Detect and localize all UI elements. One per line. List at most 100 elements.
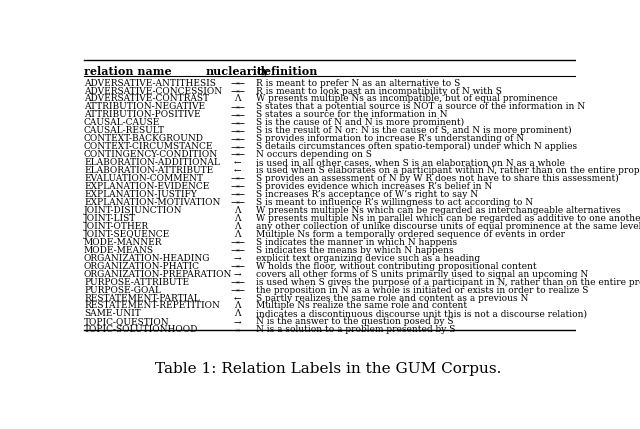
Text: ADVERSATIVE-CONCESSION: ADVERSATIVE-CONCESSION: [84, 87, 222, 96]
Text: RESTATEMENT-PARTIAL: RESTATEMENT-PARTIAL: [84, 293, 200, 302]
Text: S is the cause of N and N is more prominent): S is the cause of N and N is more promin…: [256, 118, 464, 127]
Text: Multiple Ns form a temporally ordered sequence of events in order: Multiple Ns form a temporally ordered se…: [256, 230, 565, 239]
Text: S states a source for the information in N: S states a source for the information in…: [256, 110, 447, 119]
Text: indicates a discontinuous discourse unit this is not a discourse relation): indicates a discontinuous discourse unit…: [256, 309, 587, 318]
Text: N is the answer to the question posed by S: N is the answer to the question posed by…: [256, 317, 454, 326]
Text: S indicates the manner in which N happens: S indicates the manner in which N happen…: [256, 238, 457, 247]
Text: →←: →←: [230, 103, 245, 112]
Text: S indicates the means by which N happens: S indicates the means by which N happens: [256, 246, 454, 255]
Text: CAUSAL-CAUSE: CAUSAL-CAUSE: [84, 118, 161, 127]
Text: Λ: Λ: [234, 302, 241, 311]
Text: →←: →←: [230, 126, 245, 135]
Text: CONTEXT-CIRCUMSTANCE: CONTEXT-CIRCUMSTANCE: [84, 142, 214, 151]
Text: S provides an assessment of N by W R does not have to share this assessment): S provides an assessment of N by W R doe…: [256, 174, 619, 183]
Text: →←: →←: [230, 134, 245, 143]
Text: N occurs depending on S: N occurs depending on S: [256, 150, 372, 159]
Text: →←: →←: [230, 79, 245, 88]
Text: →←: →←: [230, 238, 245, 247]
Text: ADVERSATIVE-ANTITHESIS: ADVERSATIVE-ANTITHESIS: [84, 79, 216, 88]
Text: EXPLANATION-EVIDENCE: EXPLANATION-EVIDENCE: [84, 182, 209, 191]
Text: CONTEXT-BACKGROUND: CONTEXT-BACKGROUND: [84, 134, 204, 143]
Text: Multiple Ns realize the same role and content: Multiple Ns realize the same role and co…: [256, 302, 467, 311]
Text: ADVERSATIVE-CONTRAST: ADVERSATIVE-CONTRAST: [84, 94, 209, 103]
Text: PURPOSE-ATTRIBUTE: PURPOSE-ATTRIBUTE: [84, 278, 189, 287]
Text: →←: →←: [230, 286, 245, 295]
Text: N is a solution to a problem presented by S: N is a solution to a problem presented b…: [256, 325, 456, 334]
Text: Λ: Λ: [234, 94, 241, 103]
Text: W presents multiple Ns in parallel which can be regarded as additive to one anot: W presents multiple Ns in parallel which…: [256, 214, 640, 223]
Text: →←: →←: [230, 150, 245, 159]
Text: S increases R’s acceptance of W’s right to say N: S increases R’s acceptance of W’s right …: [256, 190, 478, 199]
Text: →←: →←: [230, 325, 245, 334]
Text: EVALUATION-COMMENT: EVALUATION-COMMENT: [84, 174, 203, 183]
Text: JOINT-OTHER: JOINT-OTHER: [84, 222, 149, 231]
Text: →←: →←: [230, 262, 245, 271]
Text: TOPIC-SOLUTIONHOOD: TOPIC-SOLUTIONHOOD: [84, 325, 198, 334]
Text: ATTRIBUTION-NEGATIVE: ATTRIBUTION-NEGATIVE: [84, 103, 205, 112]
Text: JOINT-DISJUNCTION: JOINT-DISJUNCTION: [84, 206, 182, 215]
Text: definition: definition: [256, 66, 317, 77]
Text: explicit text organizing device such as a heading: explicit text organizing device such as …: [256, 254, 480, 263]
Text: CONTINGENCY-CONDITION: CONTINGENCY-CONDITION: [84, 150, 218, 159]
Text: ELABORATION-ADDITIONAL: ELABORATION-ADDITIONAL: [84, 158, 220, 167]
Text: W presents multiple Ns which can be regarded as interchangeable alternatives: W presents multiple Ns which can be rega…: [256, 206, 621, 215]
Text: covers all other forms of S units primarily used to signal an upcoming N: covers all other forms of S units primar…: [256, 270, 588, 278]
Text: Λ: Λ: [234, 206, 241, 215]
Text: S partly realizes the same role and content as a previous N: S partly realizes the same role and cont…: [256, 293, 529, 302]
Text: →: →: [234, 270, 241, 278]
Text: EXPLANATION-MOTIVATION: EXPLANATION-MOTIVATION: [84, 198, 220, 207]
Text: ORGANIZATION-PHATIC: ORGANIZATION-PHATIC: [84, 262, 200, 271]
Text: JOINT-SEQUENCE: JOINT-SEQUENCE: [84, 230, 170, 239]
Text: S details circumstances often spatio-temporal) under which N applies: S details circumstances often spatio-tem…: [256, 142, 577, 151]
Text: S is the result of N or: N is the cause of S, and N is more prominent): S is the result of N or: N is the cause …: [256, 126, 572, 136]
Text: →←: →←: [230, 118, 245, 127]
Text: R is meant to look past an incompatibility of N with S: R is meant to look past an incompatibili…: [256, 87, 502, 96]
Text: ←: ←: [234, 293, 241, 302]
Text: →←: →←: [230, 142, 245, 151]
Text: ←: ←: [234, 166, 241, 175]
Text: R is meant to prefer N as an alternative to S: R is meant to prefer N as an alternative…: [256, 79, 460, 88]
Text: TOPIC-QUESTION: TOPIC-QUESTION: [84, 317, 170, 326]
Text: →←: →←: [230, 190, 245, 199]
Text: MODE-MANNER: MODE-MANNER: [84, 238, 163, 247]
Text: S provides evidence which increases R’s belief in N: S provides evidence which increases R’s …: [256, 182, 492, 191]
Text: is used when S gives the purpose of a participant in N, rather than on the entir: is used when S gives the purpose of a pa…: [256, 278, 640, 287]
Text: →←: →←: [230, 182, 245, 191]
Text: is used in all other cases, when S is an elaboration on N as a whole: is used in all other cases, when S is an…: [256, 158, 565, 167]
Text: PURPOSE-GOAL: PURPOSE-GOAL: [84, 286, 161, 295]
Text: S states that a potential source is NOT a source of the information in N: S states that a potential source is NOT …: [256, 103, 585, 112]
Text: S is meant to influence R’s willingness to act according to N: S is meant to influence R’s willingness …: [256, 198, 533, 207]
Text: W holds the floor, without contributing propositional content: W holds the floor, without contributing …: [256, 262, 537, 271]
Text: →←: →←: [230, 278, 245, 287]
Text: Λ: Λ: [234, 214, 241, 223]
Text: Λ: Λ: [234, 309, 241, 318]
Text: ORGANIZATION-PREPARATION: ORGANIZATION-PREPARATION: [84, 270, 232, 278]
Text: SAME-UNIT: SAME-UNIT: [84, 309, 141, 318]
Text: →←: →←: [230, 174, 245, 183]
Text: EXPLANATION-JUSTIFY: EXPLANATION-JUSTIFY: [84, 190, 197, 199]
Text: Λ: Λ: [234, 222, 241, 231]
Text: ←: ←: [234, 158, 241, 167]
Text: →←: →←: [230, 110, 245, 119]
Text: →: →: [234, 317, 241, 326]
Text: ELABORATION-ATTRIBUTE: ELABORATION-ATTRIBUTE: [84, 166, 213, 175]
Text: →←: →←: [230, 198, 245, 207]
Text: nuclearity: nuclearity: [206, 66, 269, 77]
Text: →: →: [234, 254, 241, 263]
Text: ATTRIBUTION-POSITIVE: ATTRIBUTION-POSITIVE: [84, 110, 200, 119]
Text: Table 1: Relation Labels in the GUM Corpus.: Table 1: Relation Labels in the GUM Corp…: [155, 362, 501, 376]
Text: ORGANIZATION-HEADING: ORGANIZATION-HEADING: [84, 254, 211, 263]
Text: W presents multiple Ns as incompatible, but of equal prominence: W presents multiple Ns as incompatible, …: [256, 94, 557, 103]
Text: any other collection of unlike discourse units of equal prominence at the same l: any other collection of unlike discourse…: [256, 222, 640, 231]
Text: S provides information to increase R’s understanding of N: S provides information to increase R’s u…: [256, 134, 524, 143]
Text: RESTATEMENT-REPETITION: RESTATEMENT-REPETITION: [84, 302, 220, 311]
Text: relation name: relation name: [84, 66, 172, 77]
Text: →←: →←: [230, 246, 245, 255]
Text: is used when S elaborates on a participant within N, rather than on the entire p: is used when S elaborates on a participa…: [256, 166, 640, 175]
Text: MODE-MEANS: MODE-MEANS: [84, 246, 154, 255]
Text: →←: →←: [230, 87, 245, 96]
Text: CAUSAL-RESULT: CAUSAL-RESULT: [84, 126, 165, 135]
Text: the proposition in N as a whole is initiated or exists in order to realize S: the proposition in N as a whole is initi…: [256, 286, 588, 295]
Text: Λ: Λ: [234, 230, 241, 239]
Text: JOINT-LIST: JOINT-LIST: [84, 214, 136, 223]
